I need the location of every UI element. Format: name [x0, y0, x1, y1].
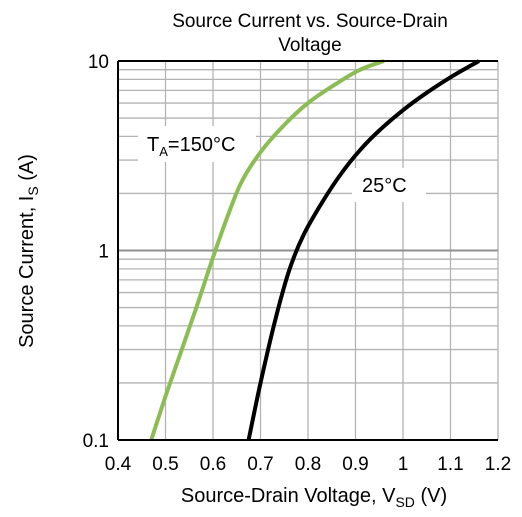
- x-tick-label: 1.1: [437, 454, 463, 475]
- y-tick-label: 1: [98, 242, 109, 263]
- y-tick-label: 10: [88, 52, 109, 73]
- x-tick-label: 0.7: [247, 454, 273, 475]
- x-tick-label: 0.4: [105, 454, 132, 475]
- annotation-150c: TA=150°C: [147, 134, 235, 159]
- chart-title-line-2: Voltage: [278, 35, 341, 56]
- series-line-150c: [149, 59, 385, 441]
- y-axis-label: Source Current, IS (A): [16, 154, 41, 348]
- x-axis-label: Source-Drain Voltage, VSD (V): [181, 485, 447, 510]
- annotation-backgrounds: [138, 126, 426, 202]
- x-tick-label: 0.5: [152, 454, 178, 475]
- tick-labels: 0.4 0.5 0.6 0.7 0.8 0.9 1 1.1 1.2 0.1 1 10: [83, 52, 512, 475]
- series-annotations: TA=150°C 25°C: [147, 134, 407, 197]
- chart-title-line-1: Source Current vs. Source-Drain: [172, 11, 448, 32]
- series-lines: [149, 59, 480, 441]
- annotation-bg-150c: [138, 126, 256, 162]
- grid: [117, 61, 499, 440]
- x-tick-label: 0.8: [295, 454, 321, 475]
- x-tick-label: 1: [398, 454, 409, 475]
- series-line-25c: [246, 59, 480, 441]
- y-tick-label: 0.1: [83, 431, 109, 452]
- x-tick-label: 1.2: [485, 454, 511, 475]
- x-tick-label: 0.9: [342, 454, 368, 475]
- annotation-bg-25c: [352, 168, 426, 202]
- x-tick-label: 0.6: [200, 454, 226, 475]
- axes: [117, 60, 498, 441]
- annotation-25c: 25°C: [362, 175, 407, 197]
